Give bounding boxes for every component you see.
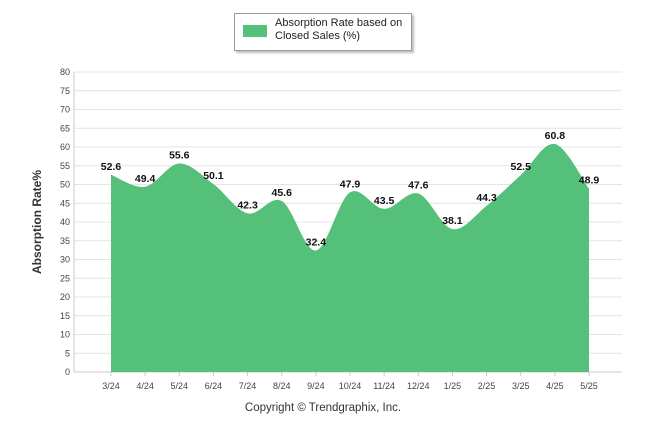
x-tick-label: 12/24 bbox=[407, 381, 430, 391]
y-tick-label: 55 bbox=[60, 161, 70, 171]
data-label: 47.9 bbox=[340, 178, 361, 190]
y-tick-label: 10 bbox=[60, 330, 70, 340]
y-tick-label: 80 bbox=[60, 67, 70, 77]
area-fill bbox=[111, 143, 589, 372]
legend: Absorption Rate based on Closed Sales (%… bbox=[234, 13, 412, 51]
x-tick-label: 10/24 bbox=[339, 381, 362, 391]
x-tick-label: 11/24 bbox=[373, 381, 395, 391]
data-label: 32.4 bbox=[306, 237, 327, 249]
y-tick-label: 40 bbox=[60, 217, 70, 227]
data-label: 52.5 bbox=[510, 161, 531, 173]
x-tick-label: 3/24 bbox=[102, 381, 120, 391]
x-tick-label: 2/25 bbox=[478, 381, 496, 391]
y-tick-label: 5 bbox=[65, 348, 70, 358]
area-series bbox=[110, 143, 590, 372]
legend-label: Absorption Rate based on Closed Sales (%… bbox=[275, 17, 403, 42]
x-tick-label: 5/24 bbox=[171, 381, 189, 391]
data-labels: 52.6 49.4 55.6 50.1 42.3 45.6 32.4 47.9 43.5 47.6… bbox=[101, 130, 600, 249]
y-tick-label: 0 bbox=[65, 367, 70, 377]
data-label: 50.1 bbox=[203, 170, 224, 182]
x-tick-label: 4/24 bbox=[136, 381, 154, 391]
x-tick-label: 1/25 bbox=[444, 381, 462, 391]
data-label: 42.3 bbox=[237, 199, 258, 211]
data-label: 43.5 bbox=[374, 195, 395, 207]
x-tick-label: 3/25 bbox=[512, 381, 530, 391]
y-tick-label: 75 bbox=[60, 86, 70, 96]
x-axis-ticks: 3/24 4/24 5/24 6/24 7/24 8/24 9/24 10/24 11/24 12… bbox=[102, 372, 598, 391]
y-axis-ticks: 0 5 10 15 20 25 30 35 40 45 50 55 60 65 70 75 80 bbox=[60, 67, 70, 377]
y-tick-label: 45 bbox=[60, 198, 70, 208]
data-label: 55.6 bbox=[169, 150, 190, 162]
data-label: 45.6 bbox=[271, 187, 292, 199]
y-axis-title: Absorption Rate% bbox=[30, 170, 44, 274]
data-label: 38.1 bbox=[442, 215, 463, 227]
x-tick-label: 8/24 bbox=[273, 381, 291, 391]
y-tick-label: 30 bbox=[60, 255, 70, 265]
y-tick-label: 65 bbox=[60, 123, 70, 133]
x-tick-label: 7/24 bbox=[239, 381, 257, 391]
x-tick-label: 6/24 bbox=[205, 381, 223, 391]
y-tick-label: 35 bbox=[60, 236, 70, 246]
x-tick-label: 5/25 bbox=[580, 381, 598, 391]
y-tick-label: 25 bbox=[60, 273, 70, 283]
y-tick-label: 15 bbox=[60, 311, 70, 321]
data-label: 44.3 bbox=[476, 192, 497, 204]
data-label: 60.8 bbox=[545, 130, 566, 142]
data-label: 47.6 bbox=[408, 180, 429, 192]
x-tick-label: 4/25 bbox=[546, 381, 564, 391]
legend-swatch bbox=[243, 25, 267, 37]
x-tick-label: 9/24 bbox=[307, 381, 325, 391]
data-label: 49.4 bbox=[135, 173, 156, 185]
y-tick-label: 60 bbox=[60, 142, 70, 152]
data-label: 52.6 bbox=[101, 161, 122, 173]
data-label: 48.9 bbox=[579, 175, 600, 187]
copyright-text: Copyright © Trendgraphix, Inc. bbox=[244, 402, 402, 414]
y-tick-label: 50 bbox=[60, 180, 70, 190]
y-tick-label: 20 bbox=[60, 292, 70, 302]
y-tick-label: 70 bbox=[60, 105, 70, 115]
